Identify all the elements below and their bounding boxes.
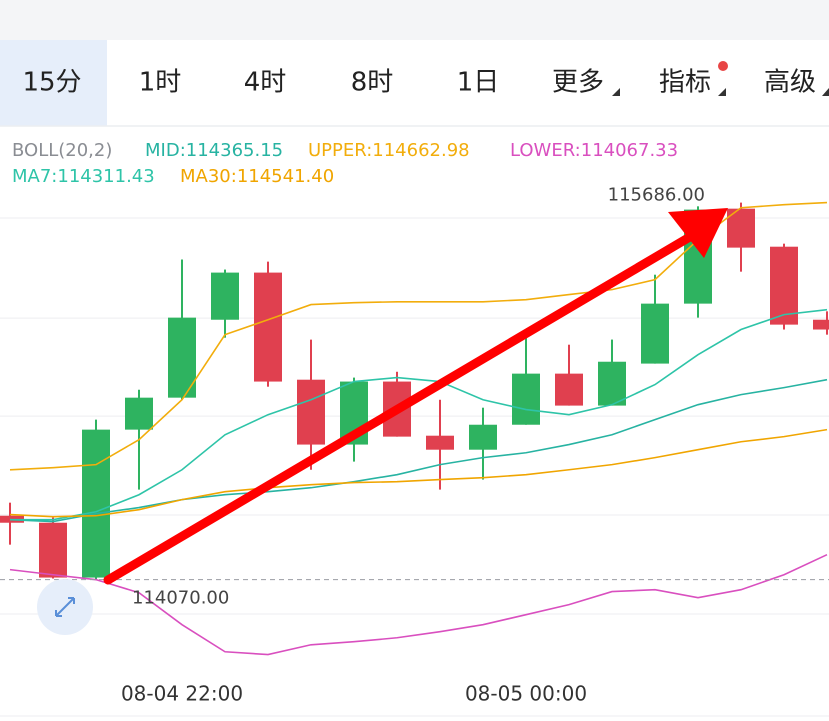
plot-area — [0, 201, 829, 656]
candle-body — [211, 272, 239, 320]
candle-body — [512, 373, 540, 425]
legend-entry: UPPER:114662.98 — [308, 140, 470, 161]
dropdown-caret — [612, 88, 620, 96]
tab[interactable]: 15分 — [22, 68, 81, 98]
candle-body — [254, 272, 282, 382]
candle-body — [426, 435, 454, 450]
tab[interactable]: 1时 — [139, 68, 182, 98]
tab[interactable]: 1日 — [457, 68, 500, 98]
tab[interactable]: 4时 — [244, 68, 287, 98]
indicator-line — [9, 428, 828, 518]
tab[interactable]: 更多 — [552, 68, 604, 98]
tab-bar — [0, 40, 829, 126]
x-tick-label: 08-05 00:00 — [465, 682, 587, 706]
dropdown-caret — [822, 88, 829, 96]
candle-body — [598, 361, 626, 406]
candle-body — [469, 424, 497, 450]
legend-entry: MID:114365.15 — [145, 140, 283, 161]
legend-entry: MA7:114311.43 — [12, 166, 155, 187]
indicator-line — [9, 553, 828, 656]
indicator-title: BOLL(20,2) — [12, 140, 112, 161]
candle-body — [813, 319, 829, 330]
candle-body — [125, 397, 153, 430]
notification-dot — [718, 61, 728, 71]
candle-body — [641, 303, 669, 364]
x-tick-label: 08-04 22:00 — [121, 682, 243, 706]
expand-icon — [55, 597, 75, 617]
tab[interactable]: 指标 — [659, 68, 711, 98]
high-marker-label: 115686.00 — [608, 185, 705, 206]
candle-body — [82, 429, 110, 578]
candle-body — [297, 379, 325, 445]
status-strip — [0, 0, 829, 40]
active-tab-bg — [0, 40, 107, 126]
low-marker-label: 114070.00 — [132, 588, 229, 609]
legend-entry: MA30:114541.40 — [180, 166, 334, 187]
arrow-shaft — [103, 223, 710, 585]
legend-entry: LOWER:114067.33 — [510, 140, 678, 161]
candle-body — [555, 373, 583, 406]
arrow-head — [668, 208, 728, 258]
candle-body — [39, 522, 67, 578]
dropdown-caret — [718, 88, 726, 96]
tab[interactable]: 高级 — [764, 68, 816, 98]
indicator-line — [9, 201, 828, 471]
tab[interactable]: 8时 — [351, 68, 394, 98]
indicator-line — [9, 378, 828, 523]
indicator-line — [10, 308, 828, 521]
candle-body — [770, 246, 798, 325]
